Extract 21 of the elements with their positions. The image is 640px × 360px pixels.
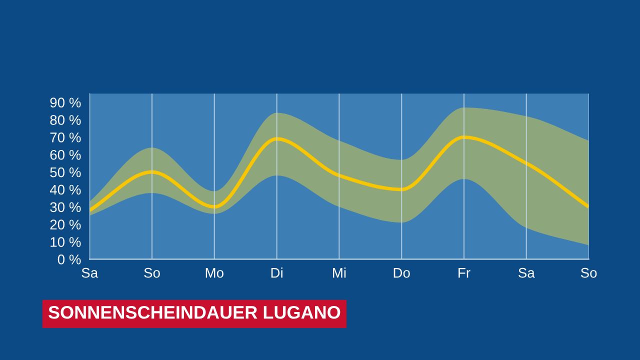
x-tick-label: So xyxy=(144,268,160,278)
y-tick-label: 50 % xyxy=(50,167,81,178)
y-tick-label: 90 % xyxy=(50,98,81,108)
y-tick-label: 60 % xyxy=(50,150,81,160)
text: SONNENSCHEINDAUER LUGANO xyxy=(48,306,340,319)
line-series xyxy=(90,135,589,212)
x-tick-label: Mi xyxy=(333,268,346,278)
x-tick-label: Fr xyxy=(458,268,470,278)
y-tick-label: 20 % xyxy=(50,220,81,230)
y-tick-label: 30 % xyxy=(50,202,81,212)
x-tick-label: Sa xyxy=(518,268,535,278)
x-tick-label: Do xyxy=(394,268,410,278)
y-tick-label: 10 % xyxy=(50,237,81,247)
y-tick-label: 70 % xyxy=(50,132,81,142)
x-tick-label: Di xyxy=(271,268,282,278)
y-tick-label: 0 % xyxy=(58,254,81,264)
x-tick-label: Mo xyxy=(206,268,224,278)
y-tick-label: 40 % xyxy=(50,184,81,195)
x-tick-label: Sa xyxy=(82,268,98,278)
y-tick-label: 80 % xyxy=(50,115,81,125)
x-tick-label: So xyxy=(580,268,597,278)
